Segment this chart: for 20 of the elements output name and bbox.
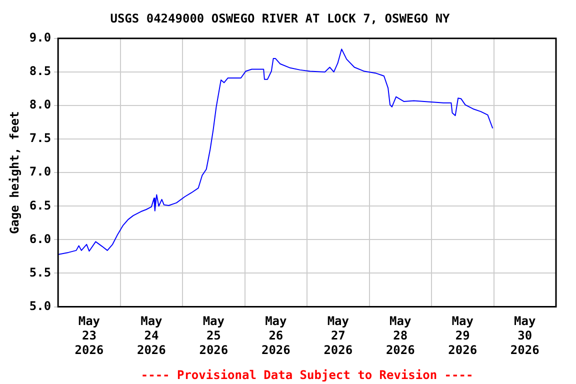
y-tick-label: 5.0 (29, 298, 52, 313)
y-tick-label: 6.0 (29, 232, 52, 246)
y-tick-label: 7.0 (29, 164, 52, 179)
x-tick-label: May 23 2026 (74, 314, 104, 357)
x-tick-label: May 30 2026 (510, 314, 540, 357)
x-tick-label: May 26 2026 (261, 314, 290, 357)
y-tick-label: 6.5 (29, 198, 52, 212)
y-tick-label: 7.5 (29, 131, 52, 146)
y-tick-label: 8.0 (29, 98, 52, 112)
x-tick-label: May 25 2026 (199, 314, 228, 357)
x-tick-label: May 29 2026 (448, 314, 478, 357)
x-tick-label: May 27 2026 (324, 314, 353, 357)
x-tick-label: May 28 2026 (386, 314, 415, 357)
x-tick-label: May 24 2026 (136, 314, 166, 357)
y-tick-label: 9.0 (29, 30, 52, 45)
y-axis-title: Gage height, feet (7, 111, 22, 234)
y-tick-label: 8.5 (29, 64, 52, 78)
chart-title: USGS 04249000 OSWEGO RIVER AT LOCK 7, OSWEGO NY (110, 11, 451, 26)
text: ---- Provisional Data Subject to Revision ---- (140, 368, 474, 382)
y-tick-label: 5.5 (29, 265, 52, 280)
